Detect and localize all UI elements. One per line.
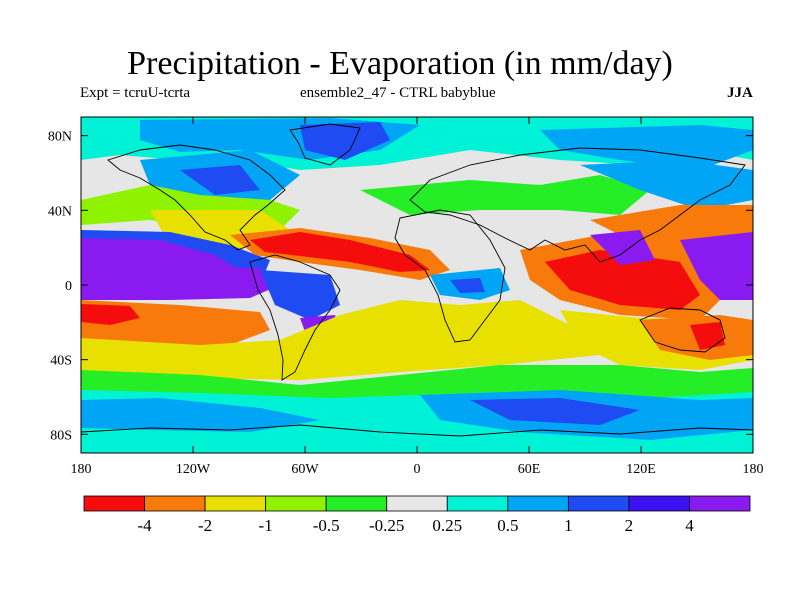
colorbar-label: 4: [685, 516, 694, 535]
field-samerica-blue: [260, 270, 340, 320]
lon-tick-label: 60E: [518, 462, 541, 477]
lat-tick-label: 40S: [50, 354, 72, 369]
lon-tick-label: 120W: [176, 462, 211, 477]
coastlines: [81, 123, 753, 437]
field-indian-red: [545, 250, 700, 310]
coast-africa: [394, 209, 506, 343]
coast-eurasia: [409, 147, 746, 263]
field-africa-darkblue: [450, 278, 485, 293]
field-australia-red: [690, 322, 725, 350]
lon-tick-label: 120E: [626, 462, 656, 477]
coast-north-america: [107, 144, 286, 251]
colorbar-box: [567, 495, 630, 512]
field-southern-darkblue: [470, 398, 640, 425]
experiment-label: Expt = tcruU-tcrta: [80, 85, 191, 101]
lon-tick-label: 180: [71, 462, 92, 477]
coast-australia: [639, 307, 726, 353]
field-atlantic-red: [250, 232, 430, 272]
colorbar-box: [204, 495, 267, 512]
field-eqpacific-purple: [81, 265, 280, 300]
field-satlantic-yellow: [81, 300, 600, 380]
colorbar-label: -0.25: [369, 516, 404, 535]
lat-tick-label: 40N: [48, 204, 72, 219]
field-antarctic-cyan: [81, 430, 753, 453]
colorbar-box: [507, 495, 569, 512]
precip-field: [81, 117, 753, 453]
colorbar-label: -4: [137, 516, 152, 535]
field-greenland-blue: [300, 122, 390, 160]
lat-tick-label: 80N: [48, 130, 72, 145]
ensemble-label: ensemble2_47 - CTRL babyblue: [300, 85, 496, 101]
coast-antarctica: [81, 424, 753, 437]
field-eurasia-blue: [580, 160, 753, 210]
colorbar-box: [628, 495, 690, 512]
colorbar-box: [325, 495, 388, 512]
axis-ticks: 180 120W 60W 0 60E 120E 180 80N 40N 0 40S 80S: [48, 117, 764, 477]
lon-tick-label: 60W: [291, 462, 319, 477]
field-asia-purple: [590, 230, 655, 265]
colorbar-box: [386, 495, 448, 512]
colorbar-box: [83, 495, 145, 512]
colorbar-label: -1: [259, 516, 273, 535]
coast-greenland: [289, 123, 361, 166]
colorbar-label: -0.5: [313, 516, 340, 535]
colorbar-label: 0.5: [497, 516, 518, 535]
lon-tick-label: 0: [414, 462, 421, 477]
field-wpacific-purple: [680, 232, 753, 300]
chart-title: Precipitation - Evaporation (in mm/day): [127, 45, 673, 82]
colorbar-label: -2: [198, 516, 212, 535]
colorbar-box: [144, 495, 206, 512]
lon-tick-label: 180: [743, 462, 764, 477]
field-spacific-red: [81, 304, 140, 325]
lat-tick-label: 0: [65, 279, 72, 294]
field-southern-blue-1: [81, 398, 320, 432]
colorbar-box: [689, 495, 751, 512]
colorbar-label: 1: [564, 516, 573, 535]
colorbar-label: 2: [625, 516, 634, 535]
colorbar-box: [265, 495, 327, 512]
field-eurasia-green: [360, 175, 650, 215]
colorbar: -4 -2 -1 -0.5 -0.25 0.25 0.5 1 2 4: [83, 495, 751, 535]
lat-tick-label: 80S: [50, 428, 72, 443]
colorbar-label: 0.25: [432, 516, 462, 535]
season-label: JJA: [727, 85, 753, 101]
coast-south-america: [249, 254, 341, 381]
field-southern-green: [81, 365, 753, 400]
colorbar-box: [446, 495, 509, 512]
field-na-darkblue: [180, 165, 260, 195]
field-siberia-blue: [540, 125, 753, 170]
